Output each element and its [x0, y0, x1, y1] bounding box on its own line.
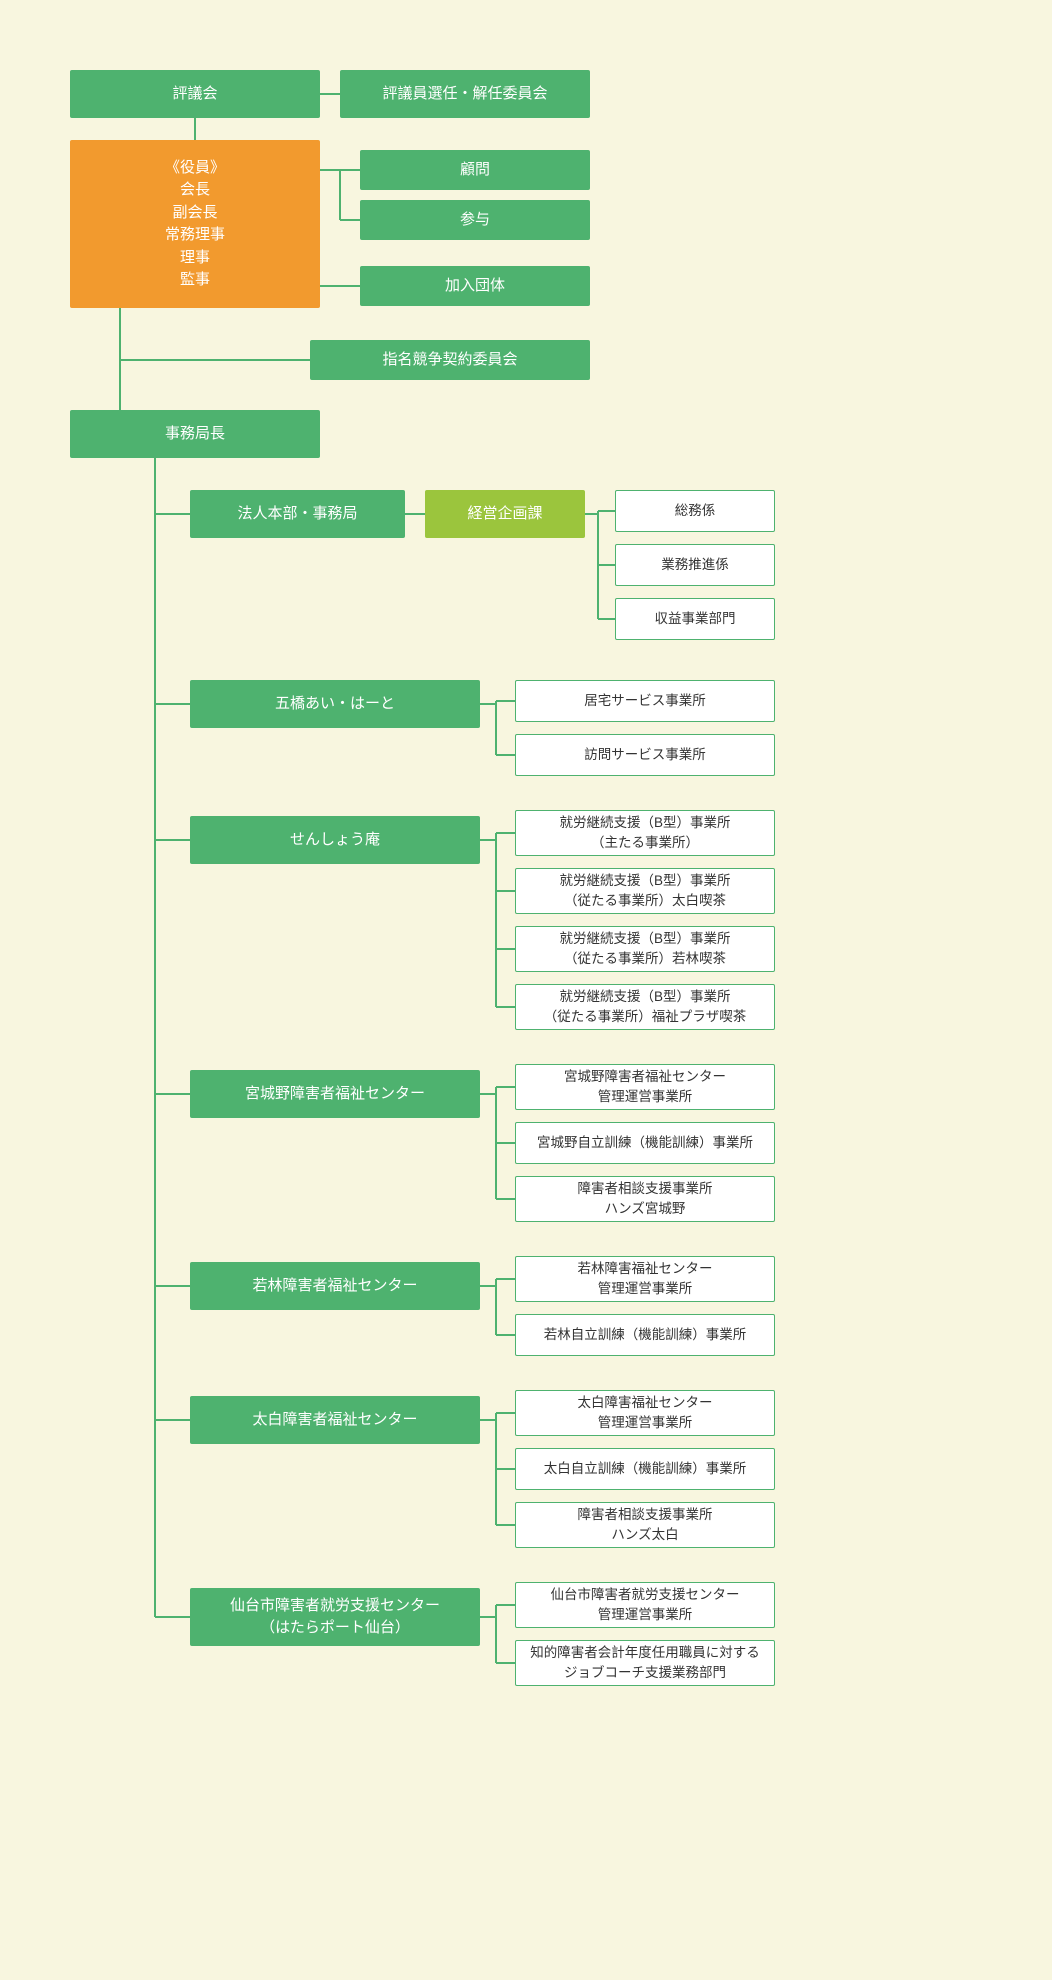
box-label: 宮城野障害者福祉センター: [245, 1083, 425, 1106]
box-hands_miyagino: 障害者相談支援事業所 ハンズ宮城野: [515, 1176, 775, 1222]
box-hands_taihaku: 障害者相談支援事業所 ハンズ太白: [515, 1502, 775, 1548]
box-label: 就労継続支援（B型）事業所 （従たる事業所）若林喫茶: [559, 929, 730, 970]
box-label: 若林障害者福祉センター: [252, 1275, 417, 1298]
box-label: 障害者相談支援事業所 ハンズ宮城野: [578, 1179, 713, 1220]
box-label: 業務推進係: [661, 555, 729, 575]
box-waka_mgmt: 若林障害福祉センター 管理運営事業所: [515, 1256, 775, 1302]
box-hataraport: 仙台市障害者就労支援センター （はたらポート仙台）: [190, 1588, 480, 1646]
box-hq: 法人本部・事務局: [190, 490, 405, 538]
box-label: 事務局長: [165, 423, 225, 446]
box-label: 顧問: [460, 159, 490, 182]
box-secretary: 事務局長: [70, 410, 320, 458]
box-label: 宮城野自立訓練（機能訓練）事業所: [537, 1133, 753, 1153]
box-profit: 収益事業部門: [615, 598, 775, 640]
box-label: せんしょう庵: [290, 829, 380, 852]
box-label: 法人本部・事務局: [237, 503, 357, 526]
box-label: 収益事業部門: [655, 609, 736, 629]
box-planning: 経営企画課: [425, 490, 585, 538]
box-label: 指名競争契約委員会: [382, 349, 517, 372]
box-itsutsubashi: 五橋あい・はーと: [190, 680, 480, 728]
box-label: 《役員》 会長 副会長 常務理事 理事 監事: [165, 157, 225, 292]
box-label: 知的障害者会計年度任用職員に対する ジョブコーチ支援業務部門: [530, 1643, 760, 1684]
box-label: 障害者相談支援事業所 ハンズ太白: [578, 1505, 713, 1546]
box-member_org: 加入団体: [360, 266, 590, 306]
box-label: 経営企画課: [467, 503, 542, 526]
box-label: 総務係: [675, 501, 716, 521]
box-taihaku_train: 太白自立訓練（機能訓練）事業所: [515, 1448, 775, 1490]
box-label: 仙台市障害者就労支援センター 管理運営事業所: [551, 1585, 740, 1626]
box-label: 太白自立訓練（機能訓練）事業所: [544, 1459, 747, 1479]
box-committee1: 評議員選任・解任委員会: [340, 70, 590, 118]
box-b_wakabayashi: 就労継続支援（B型）事業所 （従たる事業所）若林喫茶: [515, 926, 775, 972]
box-b_taihaku: 就労継続支援（B型）事業所 （従たる事業所）太白喫茶: [515, 868, 775, 914]
box-label: 参与: [460, 209, 490, 232]
box-label: 評議会: [172, 83, 217, 106]
box-b_plaza: 就労継続支援（B型）事業所 （従たる事業所）福祉プラザ喫茶: [515, 984, 775, 1030]
box-counselor: 参与: [360, 200, 590, 240]
box-bid_committee: 指名競争契約委員会: [310, 340, 590, 380]
box-visit_svc: 訪問サービス事業所: [515, 734, 775, 776]
box-label: 若林障害福祉センター 管理運営事業所: [578, 1259, 713, 1300]
box-promotion: 業務推進係: [615, 544, 775, 586]
box-label: 五橋あい・はーと: [275, 693, 395, 716]
box-general: 総務係: [615, 490, 775, 532]
box-label: 評議員選任・解任委員会: [382, 83, 547, 106]
box-label: 宮城野障害者福祉センター 管理運営事業所: [564, 1067, 726, 1108]
box-taihaku_mgmt: 太白障害福祉センター 管理運営事業所: [515, 1390, 775, 1436]
box-label: 訪問サービス事業所: [584, 745, 706, 765]
box-label: 居宅サービス事業所: [584, 691, 706, 711]
org-chart: 評議会 評議員選任・解任委員会《役員》 会長 副会長 常務理事 理事 監事 顧問参与…: [20, 40, 1032, 1940]
box-wakabayashi: 若林障害者福祉センター: [190, 1262, 480, 1310]
box-council: 評議会: [70, 70, 320, 118]
box-label: 就労継続支援（B型）事業所 （従たる事業所）福祉プラザ喫茶: [544, 987, 747, 1028]
box-label: 加入団体: [445, 275, 505, 298]
box-home_svc: 居宅サービス事業所: [515, 680, 775, 722]
box-miyagino_train: 宮城野自立訓練（機能訓練）事業所: [515, 1122, 775, 1164]
box-label: 太白障害福祉センター 管理運営事業所: [578, 1393, 713, 1434]
box-jobcoach: 知的障害者会計年度任用職員に対する ジョブコーチ支援業務部門: [515, 1640, 775, 1686]
box-waka_train: 若林自立訓練（機能訓練）事業所: [515, 1314, 775, 1356]
box-b_main: 就労継続支援（B型）事業所 （主たる事業所）: [515, 810, 775, 856]
box-miyagino_mgmt: 宮城野障害者福祉センター 管理運営事業所: [515, 1064, 775, 1110]
box-taihaku: 太白障害者福祉センター: [190, 1396, 480, 1444]
box-label: 若林自立訓練（機能訓練）事業所: [544, 1325, 747, 1345]
box-advisor: 顧問: [360, 150, 590, 190]
box-hatara_mgmt: 仙台市障害者就労支援センター 管理運営事業所: [515, 1582, 775, 1628]
box-label: 就労継続支援（B型）事業所 （従たる事業所）太白喫茶: [559, 871, 730, 912]
box-miyagino: 宮城野障害者福祉センター: [190, 1070, 480, 1118]
box-label: 就労継続支援（B型）事業所 （主たる事業所）: [559, 813, 730, 854]
box-label: 仙台市障害者就労支援センター （はたらポート仙台）: [230, 1595, 440, 1640]
box-officers: 《役員》 会長 副会長 常務理事 理事 監事: [70, 140, 320, 308]
box-senshoan: せんしょう庵: [190, 816, 480, 864]
box-label: 太白障害者福祉センター: [252, 1409, 417, 1432]
